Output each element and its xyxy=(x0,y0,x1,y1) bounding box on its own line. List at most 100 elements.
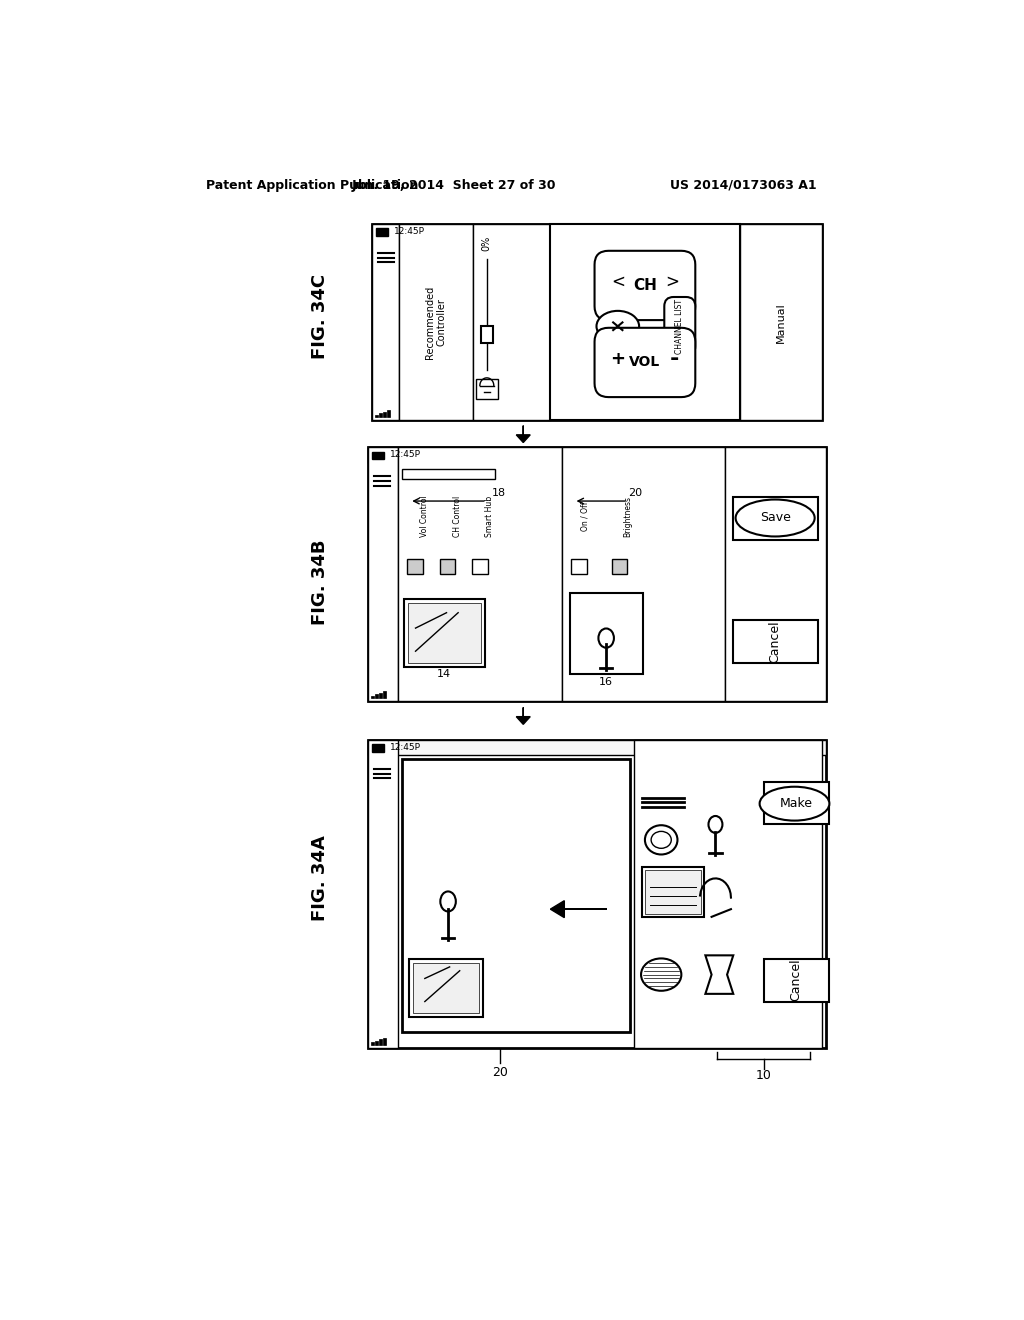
Bar xyxy=(473,224,550,420)
Text: Patent Application Publication: Patent Application Publication xyxy=(206,178,418,191)
FancyBboxPatch shape xyxy=(595,327,695,397)
Bar xyxy=(369,739,825,1048)
Text: Cancel: Cancel xyxy=(769,620,781,663)
Ellipse shape xyxy=(651,832,672,849)
Bar xyxy=(369,447,825,701)
Bar xyxy=(372,696,375,698)
Text: FIG. 34B: FIG. 34B xyxy=(311,539,329,624)
Bar xyxy=(407,558,423,574)
Bar xyxy=(372,451,384,459)
Text: Make: Make xyxy=(779,797,813,810)
Bar xyxy=(369,447,825,462)
Bar xyxy=(379,693,382,698)
Text: CH Control: CH Control xyxy=(453,496,462,537)
Bar xyxy=(372,224,821,239)
Bar xyxy=(401,469,495,479)
Text: VOL: VOL xyxy=(630,355,660,370)
Ellipse shape xyxy=(641,958,681,991)
Text: Smart Hub: Smart Hub xyxy=(485,496,495,537)
Bar xyxy=(634,739,821,1048)
Bar xyxy=(369,447,397,701)
Text: US 2014/0173063 A1: US 2014/0173063 A1 xyxy=(671,178,817,191)
Polygon shape xyxy=(706,956,733,994)
Text: 0%: 0% xyxy=(482,235,492,251)
Bar xyxy=(480,326,493,343)
Bar xyxy=(645,870,700,913)
Bar xyxy=(414,964,479,1014)
Text: FIG. 34C: FIG. 34C xyxy=(311,273,329,359)
FancyArrow shape xyxy=(550,900,607,917)
Text: Vol Control: Vol Control xyxy=(420,495,429,537)
Ellipse shape xyxy=(760,787,829,821)
Bar xyxy=(375,1040,378,1044)
Ellipse shape xyxy=(645,825,678,854)
Bar xyxy=(403,599,485,667)
Text: 16: 16 xyxy=(599,677,613,686)
Bar xyxy=(387,411,390,417)
Bar xyxy=(369,739,825,755)
Bar xyxy=(399,224,473,420)
Bar xyxy=(732,620,818,663)
Bar xyxy=(369,739,397,1048)
Bar xyxy=(379,1039,382,1044)
Bar xyxy=(439,558,455,574)
FancyBboxPatch shape xyxy=(665,297,695,355)
Bar xyxy=(569,594,643,675)
Bar xyxy=(571,558,587,574)
Text: Cancel: Cancel xyxy=(790,958,803,1002)
Text: 20: 20 xyxy=(493,1065,508,1078)
Bar xyxy=(383,1038,386,1044)
Bar xyxy=(383,412,386,417)
Bar xyxy=(372,744,384,752)
Text: 20: 20 xyxy=(629,488,643,499)
Bar xyxy=(375,414,378,417)
Bar xyxy=(372,1043,375,1044)
Ellipse shape xyxy=(709,816,722,833)
Text: FIG. 34A: FIG. 34A xyxy=(311,836,329,921)
Ellipse shape xyxy=(440,891,456,911)
FancyBboxPatch shape xyxy=(595,251,695,321)
Bar xyxy=(611,558,627,574)
Bar xyxy=(383,692,386,698)
Bar xyxy=(376,228,388,236)
Bar xyxy=(372,224,821,420)
Text: Save: Save xyxy=(760,511,791,524)
Bar xyxy=(764,781,829,825)
FancyArrow shape xyxy=(516,708,530,725)
Bar xyxy=(764,960,829,1002)
Bar xyxy=(476,379,498,399)
Bar xyxy=(375,694,378,698)
Text: Manual: Manual xyxy=(775,302,785,343)
Bar xyxy=(472,558,487,574)
Ellipse shape xyxy=(597,312,639,342)
Ellipse shape xyxy=(598,628,614,648)
Text: On / Off: On / Off xyxy=(581,502,590,531)
Bar xyxy=(732,498,818,540)
Bar xyxy=(372,224,399,420)
Ellipse shape xyxy=(735,499,815,536)
Bar xyxy=(397,447,562,701)
Bar xyxy=(725,447,825,701)
Text: CH: CH xyxy=(633,279,656,293)
Bar xyxy=(410,960,483,1016)
Text: 12:45P: 12:45P xyxy=(390,743,421,752)
Text: 12:45P: 12:45P xyxy=(394,227,425,236)
Text: CHANNEL LIST: CHANNEL LIST xyxy=(675,298,684,354)
Text: Brightness: Brightness xyxy=(624,496,633,537)
Bar xyxy=(401,759,630,1032)
Text: 18: 18 xyxy=(492,488,506,499)
Text: Recommended
Controller: Recommended Controller xyxy=(425,286,446,359)
Text: Jun. 19, 2014  Sheet 27 of 30: Jun. 19, 2014 Sheet 27 of 30 xyxy=(351,178,556,191)
Bar xyxy=(379,413,382,417)
Bar xyxy=(408,603,481,663)
Text: >: > xyxy=(665,273,679,290)
Text: -: - xyxy=(670,350,679,370)
Bar xyxy=(562,447,725,701)
Text: 14: 14 xyxy=(437,669,452,680)
Text: 10: 10 xyxy=(756,1069,771,1082)
Text: +: + xyxy=(610,350,626,368)
Text: 12:45P: 12:45P xyxy=(390,450,421,459)
Bar xyxy=(550,224,740,420)
Text: <: < xyxy=(610,273,625,290)
Bar xyxy=(740,224,821,420)
